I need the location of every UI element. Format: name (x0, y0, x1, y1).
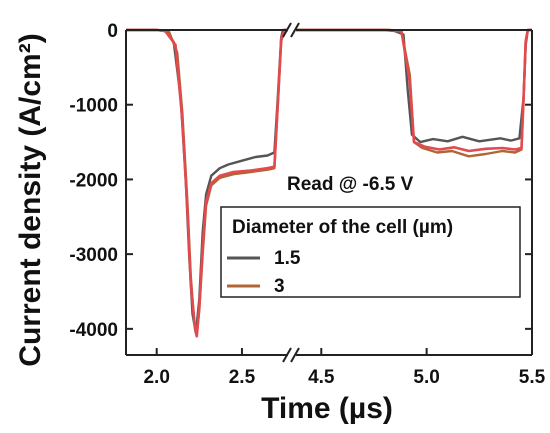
x-axis-title: Time (µs) (261, 392, 393, 425)
y-tick-label: -3000 (69, 245, 118, 266)
read-voltage-annotation: Read @ -6.5 V (287, 174, 414, 195)
x-tick-label: 2.0 (143, 367, 169, 388)
x-tick-label: 5.0 (413, 367, 439, 388)
y-tick-label: -1000 (69, 96, 118, 117)
legend: Diameter of the cell (µm) 1.5 3 (221, 207, 520, 297)
legend-title: Diameter of the cell (µm) (232, 217, 453, 238)
x-tick-label: 4.5 (308, 367, 335, 388)
y-tick-label: -4000 (69, 320, 118, 341)
y-tick-label: 0 (107, 21, 118, 42)
x-tick-label: 5.5 (519, 367, 546, 388)
legend-label-1.5: 1.5 (274, 248, 301, 269)
y-tick-label: -2000 (69, 170, 118, 191)
x-tick-label: 2.5 (229, 367, 256, 388)
legend-label-3: 3 (274, 276, 285, 297)
y-axis-title: Current density (A/cm²) (14, 33, 47, 366)
